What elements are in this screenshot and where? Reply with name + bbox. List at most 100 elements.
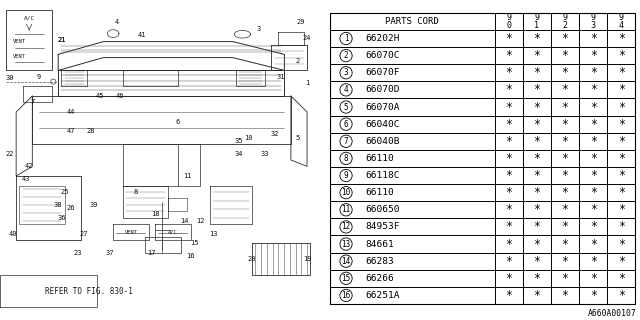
Bar [495,270,523,287]
Text: *: * [618,49,625,62]
Text: *: * [505,32,512,45]
Text: 38: 38 [54,202,63,208]
Text: 8: 8 [344,154,348,163]
Bar [523,167,551,184]
Text: 66110: 66110 [366,188,395,197]
Bar [579,116,607,133]
Bar [523,116,551,133]
Bar [607,287,636,304]
Bar [579,81,607,99]
Text: 40: 40 [9,231,17,236]
Text: 12: 12 [196,218,205,224]
Text: 13: 13 [209,231,218,236]
Text: *: * [533,135,540,148]
Bar [523,99,551,116]
Text: 66070F: 66070F [366,68,401,77]
Text: 1: 1 [305,80,309,86]
Bar [607,167,636,184]
Bar [495,287,523,304]
Text: 8: 8 [134,189,138,195]
Bar [551,13,579,30]
Text: *: * [589,100,596,114]
Bar [607,236,636,252]
Text: 45: 45 [96,93,104,99]
Text: 20: 20 [248,256,257,262]
Text: *: * [505,100,512,114]
Bar [579,218,607,236]
Text: 13: 13 [341,240,351,249]
Text: *: * [505,152,512,165]
Bar [579,47,607,64]
Bar [495,116,523,133]
Text: 7: 7 [30,100,35,105]
Text: 42: 42 [25,164,33,169]
Text: *: * [589,32,596,45]
Text: *: * [533,220,540,233]
Bar [523,150,551,167]
Bar [607,252,636,270]
Text: 18: 18 [151,212,159,217]
Text: *: * [505,220,512,233]
Text: 84661: 84661 [366,240,395,249]
Bar [551,81,579,99]
Bar [607,218,636,236]
Text: A/C: A/C [24,15,35,20]
Text: 16: 16 [341,291,351,300]
Text: *: * [561,186,568,199]
Text: 47: 47 [67,128,76,134]
Text: *: * [589,272,596,285]
Text: 44: 44 [67,109,76,115]
Bar [495,81,523,99]
Text: VENT: VENT [13,39,26,44]
Text: 9
4: 9 4 [619,13,624,30]
Text: *: * [561,135,568,148]
Bar [495,99,523,116]
Bar [495,252,523,270]
Text: 9
3: 9 3 [591,13,596,30]
Text: 16: 16 [186,253,195,259]
Bar [523,13,551,30]
Text: 9: 9 [344,171,348,180]
Text: 1: 1 [344,34,348,43]
Text: *: * [533,272,540,285]
Text: *: * [618,152,625,165]
Bar [579,252,607,270]
Text: *: * [618,135,625,148]
Text: *: * [505,237,512,251]
Text: 7: 7 [344,137,348,146]
Text: *: * [589,135,596,148]
Text: 39: 39 [90,202,98,208]
Text: 23: 23 [74,250,82,256]
Text: 66070C: 66070C [366,51,401,60]
Text: 66202H: 66202H [366,34,401,43]
Bar [495,150,523,167]
Text: *: * [618,237,625,251]
Text: *: * [561,220,568,233]
Text: 30: 30 [6,76,14,81]
Text: *: * [505,186,512,199]
Text: *: * [533,255,540,268]
Bar [551,252,579,270]
Text: *: * [589,186,596,199]
Text: 66266: 66266 [366,274,395,283]
Text: 27: 27 [80,231,88,236]
Bar [551,201,579,218]
Bar [579,236,607,252]
Bar [495,184,523,201]
Text: *: * [561,169,568,182]
Bar [330,252,495,270]
Text: 2: 2 [295,58,300,64]
Text: *: * [533,186,540,199]
Text: A660A00107: A660A00107 [588,309,637,318]
Bar [330,270,495,287]
Text: 11: 11 [183,173,192,179]
Bar [579,99,607,116]
Bar [523,252,551,270]
Bar [607,81,636,99]
Bar [551,30,579,47]
Text: *: * [589,289,596,302]
Bar [523,218,551,236]
Text: *: * [533,169,540,182]
Bar [495,133,523,150]
Text: *: * [561,203,568,216]
